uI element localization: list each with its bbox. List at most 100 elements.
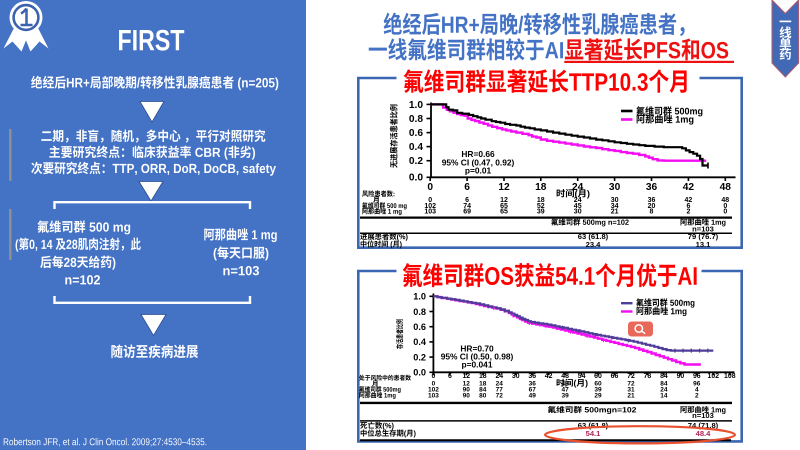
svg-text:63 (61.8): 63 (61.8) — [578, 421, 609, 430]
svg-text:2: 2 — [695, 393, 699, 400]
svg-text:84: 84 — [660, 381, 668, 388]
svg-text:12: 12 — [463, 381, 471, 388]
svg-text:36: 36 — [646, 182, 658, 193]
svg-text:39: 39 — [594, 387, 602, 394]
svg-text:6: 6 — [448, 373, 452, 380]
svg-text:36: 36 — [648, 197, 656, 204]
svg-text:0: 0 — [427, 182, 433, 193]
svg-text:48: 48 — [721, 197, 729, 204]
svg-text:84: 84 — [479, 387, 487, 394]
svg-text:102: 102 — [424, 203, 436, 210]
svg-text:21: 21 — [611, 209, 619, 216]
svg-text:48: 48 — [561, 373, 569, 380]
svg-text:6: 6 — [686, 203, 690, 210]
svg-text:108: 108 — [724, 373, 736, 380]
svg-text:48: 48 — [720, 182, 732, 193]
svg-text:0.6: 0.6 — [413, 322, 426, 332]
svg-text:74: 74 — [463, 203, 471, 210]
svg-text:6: 6 — [464, 182, 470, 193]
svg-text:49: 49 — [529, 393, 537, 400]
svg-text:52: 52 — [537, 203, 545, 210]
svg-text:4: 4 — [695, 387, 699, 394]
svg-text:0.4: 0.4 — [413, 337, 427, 347]
svg-text:13.1: 13.1 — [696, 240, 712, 249]
svg-text:65: 65 — [500, 209, 508, 216]
svg-text:65: 65 — [500, 203, 508, 210]
svg-text:54: 54 — [578, 373, 586, 380]
svg-text:47: 47 — [561, 387, 569, 394]
svg-text:102: 102 — [708, 373, 720, 380]
svg-text:n=103: n=103 — [692, 225, 714, 234]
svg-text:67: 67 — [529, 387, 537, 394]
svg-text:103: 103 — [424, 209, 436, 216]
svg-text:1.0: 1.0 — [409, 100, 423, 111]
svg-text:0.8: 0.8 — [409, 114, 423, 125]
svg-text:0.8: 0.8 — [413, 307, 426, 317]
svg-text:63 (61.8): 63 (61.8) — [578, 232, 609, 241]
svg-text:0.0: 0.0 — [409, 173, 423, 184]
svg-text:24: 24 — [574, 197, 582, 204]
svg-text:79 (76.7): 79 (76.7) — [688, 232, 719, 241]
svg-text:20: 20 — [648, 203, 656, 210]
svg-text:0: 0 — [431, 373, 435, 380]
svg-text:72: 72 — [496, 393, 504, 400]
svg-text:42: 42 — [545, 373, 553, 380]
svg-text:96: 96 — [693, 381, 701, 388]
svg-text:42: 42 — [683, 182, 695, 193]
svg-text:90: 90 — [677, 373, 685, 380]
svg-text:80: 80 — [479, 393, 487, 400]
svg-text:102: 102 — [428, 387, 439, 394]
svg-text:30: 30 — [609, 182, 621, 193]
svg-text:30: 30 — [611, 197, 619, 204]
svg-text:31: 31 — [627, 387, 635, 394]
svg-text:21: 21 — [627, 393, 635, 400]
svg-text:12: 12 — [498, 182, 510, 193]
svg-text:n=103: n=103 — [692, 411, 714, 420]
svg-text:66: 66 — [611, 373, 619, 380]
svg-text:24: 24 — [496, 381, 504, 388]
svg-text:29: 29 — [594, 393, 602, 400]
svg-text:24: 24 — [572, 182, 584, 193]
svg-text:84: 84 — [660, 373, 668, 380]
svg-text:39: 39 — [561, 393, 569, 400]
svg-text:30: 30 — [574, 209, 582, 216]
svg-text:69: 69 — [463, 209, 471, 216]
svg-text:48.4: 48.4 — [696, 429, 712, 438]
svg-text:95% CI (0.47, 0.92): 95% CI (0.47, 0.92) — [442, 157, 515, 167]
svg-text:39: 39 — [537, 209, 545, 216]
svg-text:p=0.01: p=0.01 — [465, 166, 492, 176]
svg-text:48: 48 — [561, 381, 569, 388]
svg-text:1.0: 1.0 — [413, 292, 426, 302]
svg-text:0.4: 0.4 — [409, 142, 423, 153]
svg-text:0: 0 — [432, 381, 436, 388]
svg-text:103: 103 — [428, 393, 439, 400]
svg-text:2: 2 — [686, 209, 690, 216]
svg-text:HR=0.66: HR=0.66 — [461, 149, 495, 159]
svg-text:74 (71.8): 74 (71.8) — [688, 421, 719, 430]
svg-text:23.4: 23.4 — [586, 240, 602, 249]
svg-text:18: 18 — [537, 197, 545, 204]
svg-text:90: 90 — [463, 387, 471, 394]
svg-text:12: 12 — [500, 197, 508, 204]
svg-text:42: 42 — [685, 197, 693, 204]
svg-text:54.1: 54.1 — [586, 429, 602, 438]
svg-text:34: 34 — [611, 203, 619, 210]
svg-text:72: 72 — [627, 381, 635, 388]
svg-text:45: 45 — [574, 203, 582, 210]
svg-text:72: 72 — [627, 373, 635, 380]
svg-text:0.2: 0.2 — [413, 352, 426, 362]
svg-text:18: 18 — [479, 381, 487, 388]
svg-text:30: 30 — [512, 373, 520, 380]
svg-text:0: 0 — [723, 203, 727, 210]
svg-text:0: 0 — [428, 197, 432, 204]
svg-text:6: 6 — [465, 197, 469, 204]
svg-text:60: 60 — [594, 373, 602, 380]
svg-text:60: 60 — [594, 381, 602, 388]
svg-text:0.6: 0.6 — [409, 128, 423, 139]
svg-text:0.2: 0.2 — [409, 156, 423, 167]
svg-text:24: 24 — [495, 373, 503, 380]
svg-text:36: 36 — [529, 381, 537, 388]
svg-text:24: 24 — [660, 387, 668, 394]
svg-text:HR=0.70: HR=0.70 — [460, 343, 494, 353]
svg-text:14: 14 — [660, 393, 668, 400]
